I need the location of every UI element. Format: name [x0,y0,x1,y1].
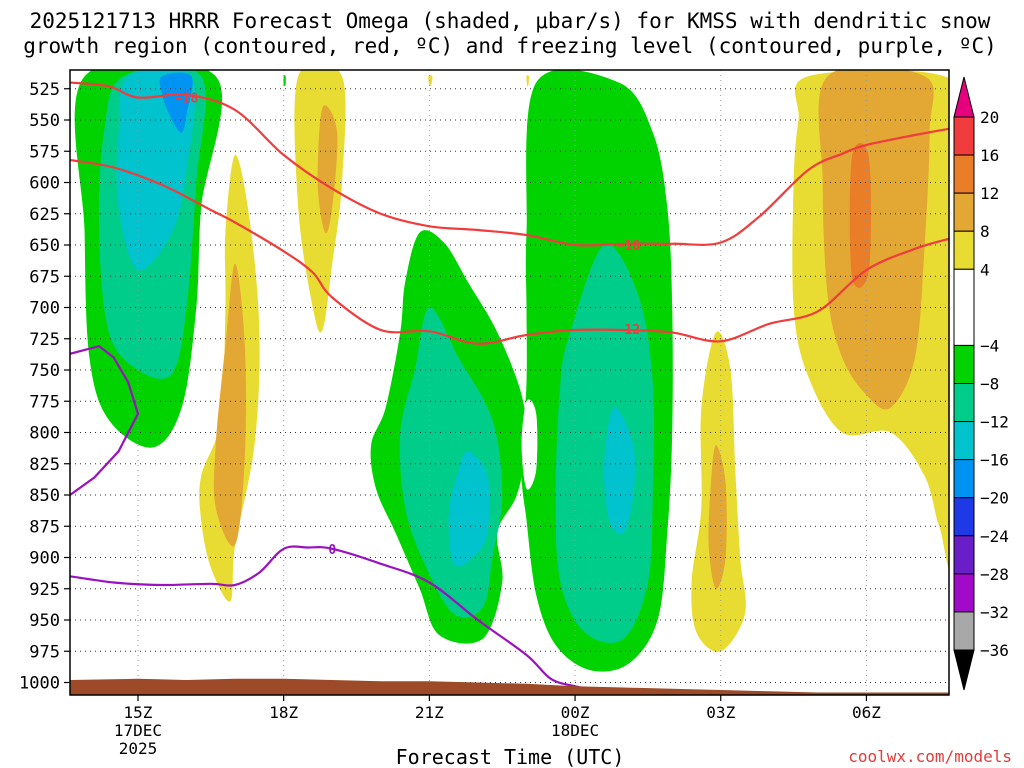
colorbar-top-extend [953,76,975,118]
y-tick-label: 775 [29,392,60,412]
omega-shading [74,70,949,672]
colorbar-bin [953,268,975,346]
colorbar-bin [953,344,975,384]
x-tick-label: 00Z [561,703,590,722]
plot-frame [69,69,950,696]
colorbar-label: −4 [980,336,999,355]
y-axis: 525 550 575 600 625 650 675 700 725 750 775 800 825 8… [19,80,70,694]
colorbar-label: −16 [980,451,1009,470]
y-tick-label: 750 [29,361,60,381]
dgz-upper-contour [70,81,949,247]
colorbar-bin [953,497,975,537]
terrain [70,678,949,695]
y-tick-label: 925 [29,580,60,600]
y-tick-label: 650 [29,236,60,256]
colorbar-label: 12 [980,184,999,203]
colorbar-label: 20 [980,108,999,127]
x-tick-label: 15Z [124,703,153,722]
omega-region [604,407,636,534]
y-tick-label: 625 [29,205,60,225]
colorbar-label: −24 [980,527,1009,546]
x-tick-date: 18DEC [551,721,599,740]
colorbar: 20 16 12 8 4 −4 −8 −12 −16 −20 −24 −28 −32 −36 [953,76,1009,691]
colorbar-label: 4 [980,260,990,279]
colorbar-label: 16 [980,146,999,165]
y-tick-label: 1000 [19,674,60,694]
colorbar-label: −32 [980,603,1009,622]
y-tick-label: 725 [29,330,60,350]
chart-title-line2: growth region (contoured, red, ºC) and f… [23,34,997,58]
y-tick-label: 850 [29,486,60,506]
y-tick-label: 550 [29,111,60,131]
x-tick-year: 2025 [119,739,158,758]
colorbar-bin [953,192,975,232]
y-tick-label: 825 [29,455,60,475]
omega-region [317,105,338,234]
plot-area: −18 −18 −12 0 525 550 575 600 625 650 675 700 725 75… [19,69,950,758]
y-tick-label: 900 [29,549,60,569]
omega-region [555,244,655,643]
omega-region [849,143,871,288]
x-tick-label: 03Z [706,703,735,722]
contour-lines: −18 −18 −12 0 [70,81,949,690]
y-tick-label: 600 [29,174,60,194]
omega-region [448,451,490,567]
omega-region [283,75,286,87]
credit-text: coolwx.com/models [848,747,1012,766]
y-tick-label: 675 [29,267,60,287]
chart-title-line1: 2025121713 HRRR Forecast Omega (shaded, … [30,9,991,33]
omega-region [521,399,538,490]
colorbar-label: −20 [980,489,1009,508]
x-tick-label: 21Z [415,703,444,722]
freezing-level-contour [70,545,590,690]
grid [70,70,949,695]
colorbar-label: −28 [980,565,1009,584]
y-tick-label: 975 [29,642,60,662]
omega-region [526,75,530,87]
y-tick-label: 575 [29,142,60,162]
terrain-fill [70,678,949,695]
colorbar-label: 8 [980,222,990,241]
x-axis-title: Forecast Time (UTC) [396,745,625,768]
omega-region [213,263,246,547]
x-tick-date: 17DEC [114,721,162,740]
colorbar-bin [953,611,975,651]
freezing-contour-label: 0 [328,543,336,558]
colorbar-label: −12 [980,413,1009,432]
y-tick-label: 700 [29,299,60,319]
dgz-lower-contour-label: −12 [617,323,640,338]
y-tick-label: 950 [29,611,60,631]
x-tick-label: 18Z [269,703,298,722]
colorbar-bin [953,154,975,194]
y-tick-label: 875 [29,517,60,537]
colorbar-label: −8 [980,375,999,394]
dgz-upper-contour-label: −18 [175,92,199,107]
dgz-upper-contour-label: −18 [617,239,641,254]
y-tick-label: 525 [29,80,60,100]
colorbar-label: −36 [980,641,1009,660]
omega-region [428,75,433,87]
colorbar-bin [953,383,975,423]
omega-region [708,445,727,589]
colorbar-bin [953,459,975,499]
colorbar-bin [953,421,975,461]
colorbar-bin [953,573,975,613]
x-tick-label: 06Z [852,703,881,722]
colorbar-bin [953,535,975,575]
colorbar-bin [953,230,975,270]
colorbar-bottom-extend [953,649,975,691]
colorbar-bin [953,116,975,156]
omega-region [159,72,193,133]
freezing-level-contour-left [70,345,140,496]
omega-region [818,70,934,410]
dgz-lower-contour [70,158,949,345]
y-tick-label: 800 [29,424,60,444]
